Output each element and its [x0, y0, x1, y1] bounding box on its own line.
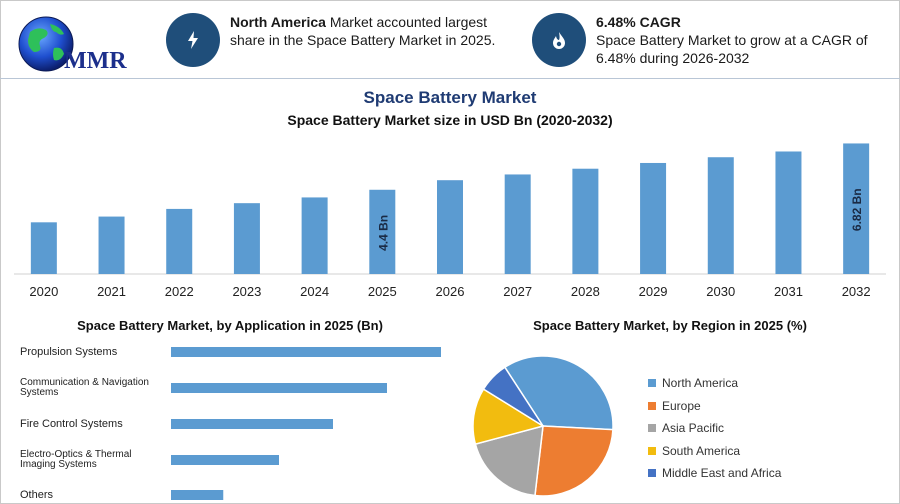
bar-2027 [504, 174, 531, 274]
bar-2030 [707, 157, 734, 274]
legend-label: North America [662, 376, 739, 391]
x-tick-label: 2028 [571, 284, 600, 299]
application-category-label: Electro-Optics & Thermal Imaging Systems [20, 449, 132, 470]
application-bar [171, 347, 441, 357]
pie-slice [474, 424, 544, 497]
legend-item: Europe [648, 395, 781, 418]
legend-label: Middle East and Africa [662, 466, 782, 481]
pie-slice [503, 355, 614, 431]
info-card-cagr: 6.48% CAGR Space Battery Market to grow a… [532, 13, 882, 67]
x-tick-label: 2022 [165, 284, 194, 299]
application-bar [171, 383, 387, 393]
legend-swatch [648, 401, 656, 410]
bar-2021 [98, 216, 125, 274]
bar-2024 [301, 197, 328, 274]
globe-icon [18, 16, 74, 72]
legend-item: Middle East and Africa [648, 462, 781, 485]
bar-2032 [843, 143, 870, 274]
legend-swatch [648, 469, 656, 478]
info-card-text: North America Market accounted largest s… [230, 14, 496, 48]
application-category-label: Communication & Navigation Systems [20, 377, 149, 398]
bar-2023 [233, 203, 260, 274]
region-chart-title: Space Battery Market, by Region in 2025 … [533, 318, 807, 333]
application-chart-title: Space Battery Market, by Application in … [77, 318, 383, 333]
x-tick-label: 2025 [368, 284, 397, 299]
legend-item: Asia Pacific [648, 417, 781, 440]
legend-label: Asia Pacific [662, 421, 725, 436]
pie-slice [534, 425, 614, 497]
info-card-text: 6.48% CAGR Space Battery Market to grow a… [596, 14, 868, 66]
application-category-label: Fire Control Systems [20, 418, 123, 430]
lightning-icon [166, 13, 220, 67]
x-tick-label: 2032 [842, 284, 871, 299]
legend-swatch [648, 424, 656, 433]
application-category-label: Propulsion Systems [20, 346, 118, 358]
pie-slice [472, 388, 545, 446]
application-bar [171, 490, 224, 500]
logo-text: MMR [64, 48, 127, 74]
bar-2022 [166, 208, 193, 274]
bar-2031 [775, 151, 802, 274]
bar-2029 [640, 162, 667, 274]
x-tick-label: 2027 [503, 284, 532, 299]
x-tick-label: 2031 [774, 284, 803, 299]
x-tick-label: 2026 [436, 284, 465, 299]
x-tick-label: 2024 [300, 284, 329, 299]
bar-2026 [437, 180, 463, 274]
bar-2020 [30, 222, 57, 274]
bar-data-label: 4.4 Bn [376, 215, 390, 251]
legend-item: South America [648, 440, 781, 463]
pie-slice [482, 366, 544, 427]
application-bar [171, 419, 333, 429]
x-tick-label: 2021 [97, 284, 126, 299]
legend-swatch [648, 446, 656, 455]
region-legend: North America Europe Asia Pacific South Ame… [648, 372, 781, 485]
bar-2025 [369, 189, 396, 274]
bar-data-label: 6.82 Bn [850, 188, 864, 231]
x-tick-label: 2029 [639, 284, 668, 299]
flame-drop-icon [532, 13, 586, 67]
application-bar [171, 455, 279, 465]
application-category-label: Others [20, 489, 54, 501]
x-tick-label: 2023 [232, 284, 261, 299]
legend-item: North America [648, 372, 781, 395]
bar-2028 [572, 168, 599, 274]
info-card-north-america: North America Market accounted largest s… [166, 13, 506, 67]
bar-chart-title: Space Battery Market size in USD Bn (202… [287, 112, 613, 128]
legend-swatch [648, 379, 656, 388]
legend-label: Europe [662, 398, 701, 413]
page-title: Space Battery Market [363, 88, 537, 107]
x-tick-label: 2030 [706, 284, 735, 299]
legend-label: South America [662, 443, 741, 458]
mmr-logo: MMR [16, 14, 146, 76]
x-tick-label: 2020 [29, 284, 58, 299]
header-divider [0, 78, 900, 79]
